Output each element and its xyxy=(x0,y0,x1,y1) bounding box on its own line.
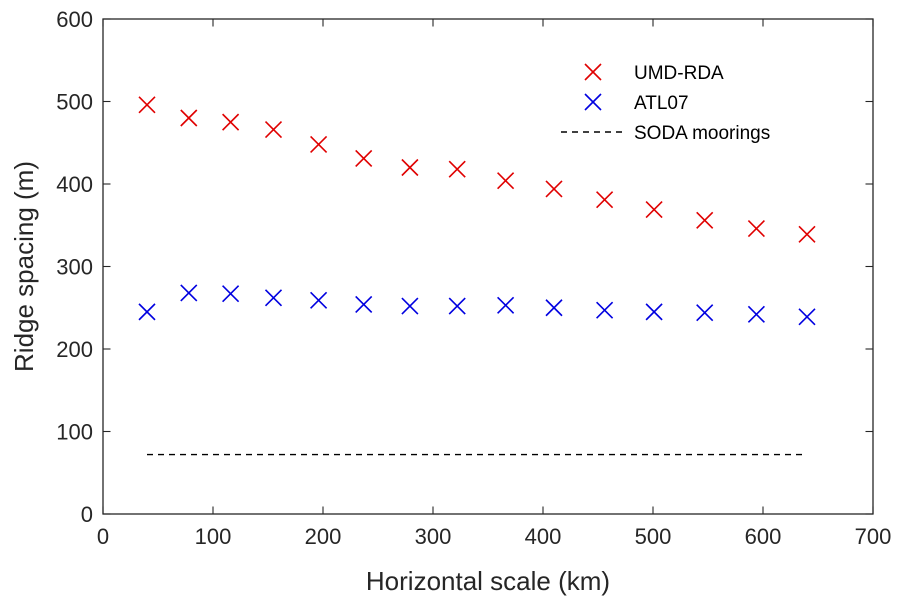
marker-stroke xyxy=(596,301,614,319)
marker-stroke xyxy=(138,96,156,114)
marker-stroke xyxy=(222,113,240,131)
data-point-umd-rda xyxy=(180,109,198,127)
data-point-atl07 xyxy=(448,297,466,315)
marker-stroke xyxy=(545,180,563,198)
data-point-umd-rda xyxy=(696,211,714,229)
marker-stroke xyxy=(448,297,466,315)
data-point-atl07 xyxy=(138,303,156,321)
legend-marker-atl07 xyxy=(584,93,602,111)
marker-stroke xyxy=(798,308,816,326)
legend: UMD-RDA ATL07 SODA moorings xyxy=(561,63,770,144)
marker-stroke xyxy=(401,297,419,315)
legend-label-soda-moorings: SODA moorings xyxy=(634,123,770,144)
marker-stroke xyxy=(696,304,714,322)
marker-stroke xyxy=(584,93,602,111)
marker-stroke xyxy=(545,299,563,317)
y-tick-label: 300 xyxy=(56,255,93,280)
x-tick-label: 500 xyxy=(635,524,672,549)
marker-stroke xyxy=(497,172,515,190)
data-point-atl07 xyxy=(222,285,240,303)
data-point-umd-rda xyxy=(545,180,563,198)
x-tick-label: 400 xyxy=(525,524,562,549)
y-tick-label: 600 xyxy=(56,7,93,32)
y-axis-label: Ridge spacing (m) xyxy=(9,161,39,372)
data-point-atl07 xyxy=(497,296,515,314)
marker-stroke xyxy=(645,303,663,321)
legend-label-umd-rda: UMD-RDA xyxy=(634,63,724,84)
data-point-atl07 xyxy=(264,289,283,307)
y-tick-label: 500 xyxy=(56,90,93,115)
x-tick-label: 0 xyxy=(97,524,109,549)
marker-stroke xyxy=(645,201,663,219)
data-point-umd-rda xyxy=(798,225,816,243)
marker-stroke xyxy=(355,295,373,314)
data-point-umd-rda xyxy=(747,219,765,238)
y-tick-label: 100 xyxy=(56,420,93,445)
data-point-umd-rda xyxy=(596,191,614,209)
x-tick-label: 600 xyxy=(745,524,782,549)
data-point-umd-rda xyxy=(310,135,328,153)
marker-stroke xyxy=(401,158,419,177)
marker-stroke xyxy=(747,305,765,323)
marker-stroke xyxy=(138,303,156,321)
data-point-umd-rda xyxy=(401,158,419,177)
marker-stroke xyxy=(448,160,466,178)
data-point-atl07 xyxy=(180,284,198,302)
data-point-atl07 xyxy=(747,305,765,323)
data-point-atl07 xyxy=(645,303,663,321)
marker-stroke xyxy=(798,225,816,243)
axis-ticks: 0 100 200 300 400 500 600 700 0 100 200 300 400 500 60… xyxy=(56,7,891,549)
data-point-umd-rda xyxy=(497,172,515,190)
y-tick-label: 200 xyxy=(56,337,93,362)
marker-stroke xyxy=(696,211,714,229)
marker-stroke xyxy=(310,135,328,153)
data-point-atl07 xyxy=(310,291,328,309)
x-axis-label: Horizontal scale (km) xyxy=(366,566,610,596)
x-tick-label: 200 xyxy=(305,524,342,549)
legend-marker-umd-rda xyxy=(584,63,602,81)
data-point-umd-rda xyxy=(222,113,240,131)
marker-stroke xyxy=(584,63,602,81)
marker-stroke xyxy=(180,284,198,302)
data-point-atl07 xyxy=(545,299,563,317)
marker-stroke xyxy=(310,291,328,309)
legend-label-atl07: ATL07 xyxy=(634,93,689,114)
plot-frame xyxy=(102,18,874,515)
marker-stroke xyxy=(747,219,765,238)
plot-area xyxy=(102,18,874,515)
marker-stroke xyxy=(497,296,515,314)
data-point-umd-rda xyxy=(264,120,283,139)
marker-stroke xyxy=(222,285,240,303)
y-tick-label: 400 xyxy=(56,172,93,197)
x-tick-label: 100 xyxy=(195,524,232,549)
data-point-umd-rda xyxy=(138,96,156,114)
data-point-atl07 xyxy=(401,297,419,315)
x-tick-label: 300 xyxy=(415,524,452,549)
data-point-atl07 xyxy=(696,304,714,322)
data-point-umd-rda xyxy=(645,201,663,219)
data-point-umd-rda xyxy=(355,149,373,167)
marker-stroke xyxy=(264,289,283,307)
data-point-atl07 xyxy=(355,295,373,314)
marker-stroke xyxy=(596,191,614,209)
x-tick-label: 700 xyxy=(855,524,892,549)
data-point-atl07 xyxy=(798,308,816,326)
y-tick-label: 0 xyxy=(81,502,93,527)
data-point-atl07 xyxy=(596,301,614,319)
marker-stroke xyxy=(264,120,283,139)
data-marks xyxy=(138,96,816,456)
marker-stroke xyxy=(355,149,373,167)
data-point-umd-rda xyxy=(448,160,466,178)
marker-stroke xyxy=(180,109,198,127)
